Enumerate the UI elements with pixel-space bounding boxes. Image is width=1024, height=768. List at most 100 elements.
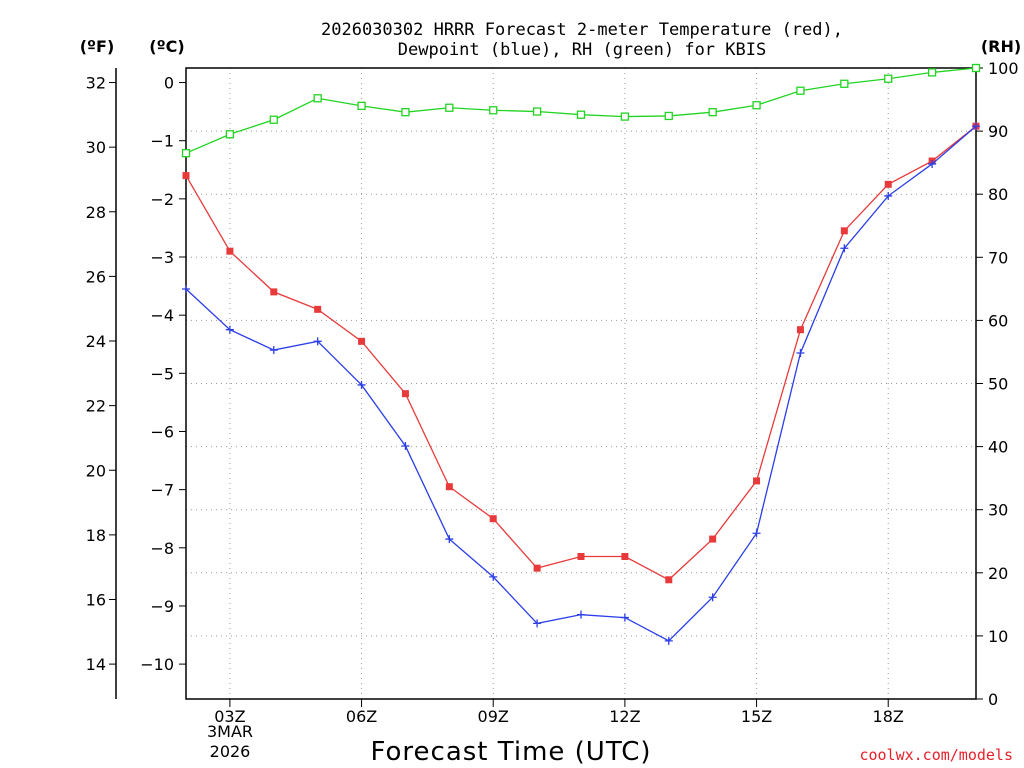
temperature-point [621,553,629,561]
celsius-unit-label: (ºC) [149,37,184,56]
rh-point [313,94,322,103]
celsius-tick-label: −3 [150,248,174,267]
rh-tick-label: 70 [988,248,1008,267]
dewpoint-point [840,244,849,253]
dewpoint-point [928,159,937,168]
rh-point [708,108,717,117]
dewpoint-point [401,442,410,451]
celsius-tick-label: −4 [150,306,174,325]
celsius-tick-label: −5 [150,364,174,383]
celsius-tick-label: −1 [150,132,174,151]
rh-tick-label: 30 [988,501,1008,520]
dewpoint-point [796,348,805,357]
rh-point [181,149,191,158]
rh-point [357,101,366,111]
rh-point [971,63,981,73]
rh-tick-label: 60 [988,311,1008,330]
dewpoint-point [489,572,498,581]
date-label-year: 2026 [210,742,251,761]
rh-point [620,112,630,121]
rh-point [576,110,586,119]
rh-tick-label: 50 [988,375,1008,394]
rh-point [840,79,849,88]
celsius-tick-label: −10 [140,655,174,674]
x-tick-label: 15Z [741,707,772,726]
dewpoint-point [269,346,278,355]
dewpoint-point [752,529,761,538]
temperature-point [182,172,190,180]
temperature-point [401,390,409,398]
rh-point [225,130,235,139]
fahrenheit-tick-label: 16 [86,590,106,609]
rh-tick-label: 40 [988,438,1008,457]
x-tick-label: 18Z [873,707,904,726]
temperature-point [753,477,761,485]
x-tick-label: 06Z [346,707,377,726]
temperature-point [840,227,848,235]
rh-tick-label: 0 [988,690,998,709]
rh-point [401,108,410,117]
rh-tick-label: 80 [988,185,1008,204]
fahrenheit-tick-label: 20 [86,461,106,480]
dewpoint-point [664,636,673,645]
temperature-point [270,288,278,296]
rh-point [927,68,937,77]
rh-tick-label: 100 [988,59,1019,78]
fahrenheit-tick-label: 32 [86,74,106,93]
rh-point [664,111,673,121]
temperature-point [226,247,234,255]
fahrenheit-unit-label: (ºF) [80,37,115,56]
x-axis-title: Forecast Time (UTC) [370,737,651,767]
x-tick-label: 09Z [478,707,509,726]
temperature-point [884,180,892,188]
x-tick-label: 12Z [609,707,640,726]
temperature-point [533,564,541,572]
chart-title-line1: 2026030302 HRRR Forecast 2-meter Tempera… [321,20,843,40]
temperature-point [489,515,497,523]
chart-title-line2: Dewpoint (blue), RH (green) for KBIS [398,40,766,60]
dewpoint-point [620,613,629,622]
rh-point [445,103,454,112]
data-series [181,63,981,645]
dewpoint-point [313,337,322,346]
dewpoint-point [708,593,717,602]
temperature-point [665,576,673,584]
dewpoint-point [357,380,366,389]
fahrenheit-tick-label: 14 [86,655,106,674]
fahrenheit-tick-label: 30 [86,138,106,157]
dewpoint-point [533,619,542,628]
x-tick-label: 03Z [214,707,245,726]
date-label-month: 3MAR [207,722,253,741]
dewpoint-point [445,535,454,544]
rh-unit-label: (RH) [981,37,1021,56]
temperature-point [577,553,585,561]
temperature-point [709,535,717,543]
rh-point [884,74,893,83]
temperature-point [314,305,322,313]
temperature-point [445,483,453,491]
rh-point [752,101,761,110]
celsius-tick-label: 0 [164,74,174,93]
credit-link[interactable]: coolwx.com/models [859,746,1013,764]
fahrenheit-tick-label: 26 [86,267,106,286]
fahrenheit-tick-label: 28 [86,203,106,222]
rh-point [269,115,278,124]
tick-labels: 03Z 06Z 09Z 12Z 15Z 18Z 0 −1 −2 −3 −4 −5 −6 −7 −8 −9 −10… [86,59,1019,726]
celsius-tick-label: −2 [150,190,174,209]
rh-tick-label: 10 [988,627,1008,646]
celsius-tick-label: −9 [150,597,174,616]
dewpoint-point [884,191,893,200]
fahrenheit-tick-label: 18 [86,526,106,545]
gridlines [186,68,976,699]
dewpoint-point [225,325,234,334]
fahrenheit-tick-label: 24 [86,332,106,351]
rh-point [532,107,542,116]
celsius-tick-label: −7 [150,481,174,500]
dewpoint-point [182,284,190,293]
dewpoint-point [972,122,980,131]
temperature-point [358,337,366,345]
celsius-tick-label: −6 [150,422,174,441]
rh-tick-label: 20 [988,564,1008,583]
fahrenheit-tick-label: 22 [86,397,106,416]
